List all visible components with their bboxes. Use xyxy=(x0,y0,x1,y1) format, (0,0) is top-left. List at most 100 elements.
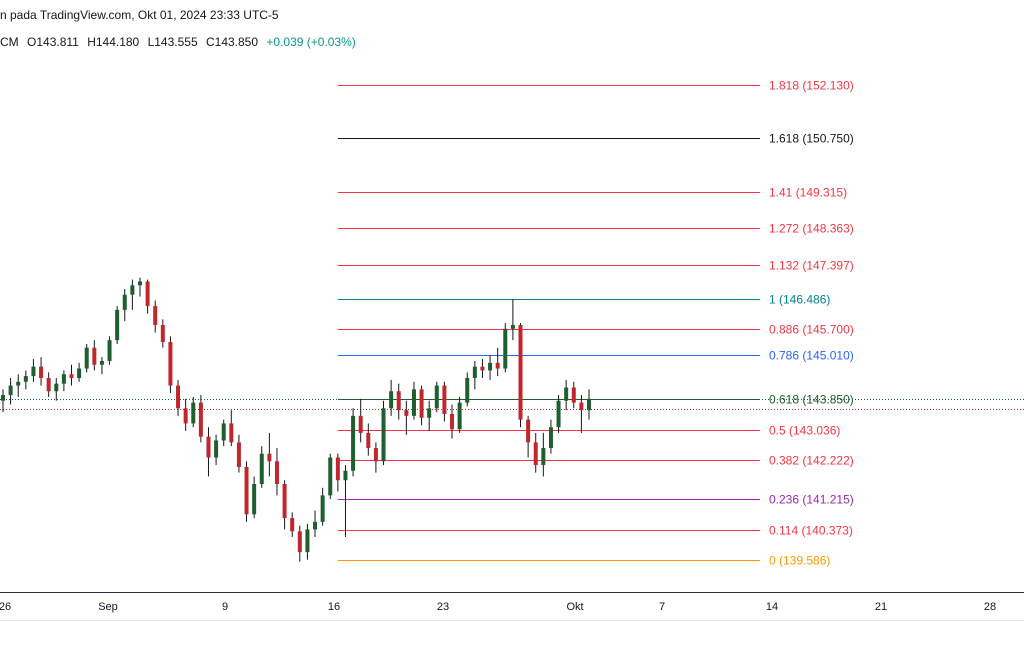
candle-body xyxy=(176,385,181,409)
candle-body xyxy=(229,423,234,443)
candle-body xyxy=(1,395,5,401)
candle-body xyxy=(84,347,89,369)
fib-label: 1.272 (148.363) xyxy=(769,222,854,236)
price-lines xyxy=(0,399,1024,410)
candle-body xyxy=(548,427,553,449)
candle-body xyxy=(160,325,165,343)
candle-body xyxy=(31,366,36,377)
candle-body xyxy=(77,368,82,378)
candle-body xyxy=(267,453,272,462)
candle-body xyxy=(290,518,295,532)
candle-body xyxy=(373,448,378,462)
candle-body xyxy=(450,413,455,430)
candle-body xyxy=(358,415,363,433)
candle-body xyxy=(23,376,28,382)
fib-label: 0.5 (143.036) xyxy=(769,424,840,438)
fib-label: 1 (146.486) xyxy=(769,293,830,307)
candle-body xyxy=(236,442,241,467)
close-value: C143.850 xyxy=(205,35,259,49)
candle-body xyxy=(99,360,104,365)
candle-body xyxy=(526,419,531,443)
fib-label: 1.41 (149.315) xyxy=(769,186,847,200)
candle-body xyxy=(396,391,401,411)
fibonacci-levels: 1.818 (152.130) 1.618 (150.750) 1.41 (149.… xyxy=(338,79,854,568)
candle-body xyxy=(221,423,226,441)
bottom-divider xyxy=(0,620,1024,621)
candle-body xyxy=(366,432,371,449)
time-tick-label: 21 xyxy=(875,601,887,613)
fib-label: 0.236 (141.215) xyxy=(769,493,854,507)
fib-label: 1.818 (152.130) xyxy=(769,79,854,93)
candle-body xyxy=(381,408,386,462)
candle-body xyxy=(564,387,569,401)
candle-body xyxy=(183,408,188,424)
candle-body xyxy=(244,466,249,515)
candle-body xyxy=(39,366,44,378)
candle-body xyxy=(297,531,302,553)
candle-body xyxy=(305,529,310,553)
fib-label: 0.114 (140.373) xyxy=(769,524,853,538)
candle-body xyxy=(214,440,219,458)
candle-body xyxy=(587,398,591,411)
fib-label: 0.886 (145.700) xyxy=(769,323,854,337)
candle-body xyxy=(61,374,66,384)
change-value: +0.039 (+0.03%) xyxy=(266,35,356,49)
candle-body xyxy=(419,389,424,418)
fib-label: 0.382 (142.222) xyxy=(769,454,854,468)
low-value: L143.555 xyxy=(147,35,198,49)
time-tick-label: 23 xyxy=(437,601,449,613)
open-value: O143.811 xyxy=(27,35,79,49)
candle-body xyxy=(510,325,515,329)
candle-body xyxy=(480,366,485,371)
candle-body xyxy=(457,402,462,430)
candle-body xyxy=(145,281,150,307)
candle-body xyxy=(503,328,508,369)
candle-body xyxy=(320,495,325,522)
candle-body xyxy=(343,470,348,481)
candle-body xyxy=(518,325,523,420)
candle-body xyxy=(404,410,409,416)
candle-body xyxy=(465,378,470,403)
candle-body xyxy=(556,400,561,428)
time-tick-label: Okt xyxy=(566,601,583,613)
candle-body xyxy=(137,281,142,286)
candle-body xyxy=(115,309,120,341)
time-tick-label: 26 xyxy=(0,601,11,613)
candle-body xyxy=(533,442,538,466)
time-tick-label: 28 xyxy=(984,601,996,613)
time-tick-label: 16 xyxy=(328,601,340,613)
candle-body xyxy=(122,294,127,310)
candle-body xyxy=(328,457,333,496)
candle-body xyxy=(92,347,97,365)
time-tick-label: Sep xyxy=(98,601,118,613)
candle-body xyxy=(252,484,257,515)
candle-body xyxy=(427,408,432,418)
candle-body xyxy=(579,402,584,411)
candle-body xyxy=(206,436,211,458)
chart-header: n pada TradingView.com, Okt 01, 2024 23:… xyxy=(0,0,1024,60)
candle-body xyxy=(130,285,135,295)
candle-body xyxy=(389,391,394,409)
candle-body xyxy=(313,521,318,530)
candle-body xyxy=(198,402,203,437)
candle-body xyxy=(168,342,173,386)
symbol-fragment: CM xyxy=(0,35,19,49)
candle-body xyxy=(442,385,447,414)
fib-label: 1.132 (147.397) xyxy=(769,259,854,273)
high-value: H144.180 xyxy=(87,35,140,49)
candle-body xyxy=(69,374,74,378)
candle-body xyxy=(282,484,287,519)
time-tick-label: 7 xyxy=(659,601,665,613)
time-axis-line xyxy=(0,592,1024,593)
candle-body xyxy=(107,340,112,361)
time-tick-label: 14 xyxy=(766,601,778,613)
candle-body xyxy=(488,362,493,371)
candle-body xyxy=(335,457,340,481)
time-tick-label: 9 xyxy=(222,601,228,613)
candle-body xyxy=(541,448,546,466)
candle-body xyxy=(274,461,279,484)
candle-body xyxy=(259,453,264,484)
candle-body xyxy=(472,366,477,378)
time-axis: 26 Sep 9 16 23 Okt 7 14 21 28 xyxy=(0,601,996,613)
